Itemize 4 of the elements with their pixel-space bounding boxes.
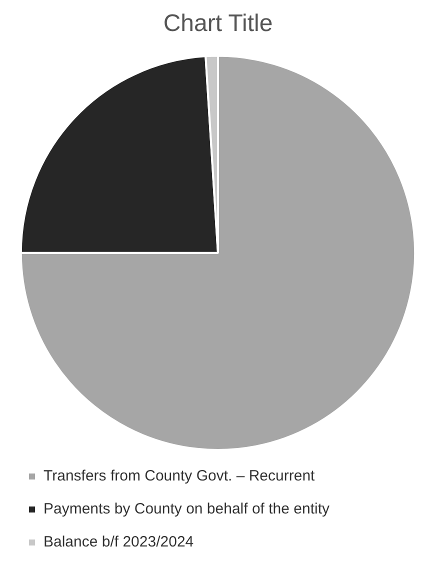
legend-label: Payments by County on behalf of the entity <box>44 500 330 518</box>
chart-title: Chart Title <box>163 10 273 38</box>
legend-label: Transfers from County Govt. – Recurrent <box>44 468 316 485</box>
legend-label: Balance b/f 2023/2024 <box>44 534 194 551</box>
